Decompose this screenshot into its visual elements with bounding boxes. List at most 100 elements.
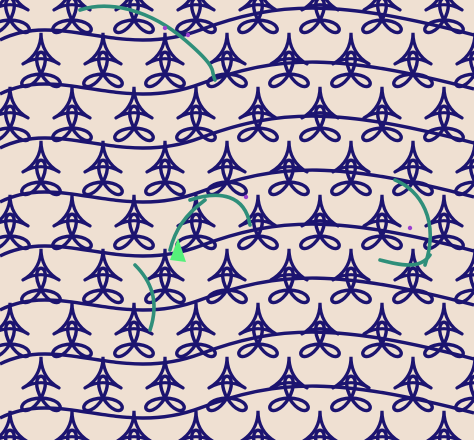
star-curve — [238, 302, 278, 336]
star-curve — [425, 410, 463, 440]
star-curve — [0, 86, 30, 120]
lobe-curve — [375, 212, 389, 238]
lobe-curve — [158, 50, 172, 76]
star-curve — [331, 356, 371, 390]
lobe-curve — [65, 428, 79, 440]
lobe-curve — [113, 18, 136, 35]
lobe-curve — [144, 396, 167, 413]
star-curve — [145, 248, 185, 282]
lobe-curve — [437, 428, 451, 440]
lobe-curve — [127, 104, 141, 130]
star-curve — [269, 140, 309, 174]
lobe-curve — [113, 234, 136, 251]
lobe-curve — [268, 288, 291, 305]
lobe-curve — [132, 18, 155, 35]
lobe-curve — [3, 212, 17, 238]
accent-strand — [78, 4, 217, 82]
accent-strand — [188, 193, 252, 227]
lobe-curve — [282, 158, 296, 184]
lobe-curve — [406, 50, 420, 76]
lobe-curve — [127, 428, 141, 440]
lobe-curve — [82, 180, 105, 197]
lobe-curve — [287, 180, 310, 197]
lobe-curve — [299, 342, 322, 359]
star-curve — [53, 410, 91, 440]
star-curve — [207, 356, 247, 390]
star-curve — [455, 356, 474, 390]
star-curve — [176, 86, 216, 120]
lobe-curve — [175, 18, 198, 35]
star-curve — [145, 32, 185, 66]
lobe-curve — [237, 18, 260, 35]
lobe-curve — [132, 126, 155, 143]
lobe-curve — [65, 212, 79, 238]
star-curve — [300, 0, 340, 12]
lobe-curve — [256, 18, 279, 35]
lobe-curve — [96, 266, 110, 292]
star-curve — [176, 0, 216, 12]
lobe-curve — [287, 72, 310, 89]
lobe-curve — [361, 342, 384, 359]
star-curve — [300, 194, 340, 228]
star-curve — [269, 356, 309, 390]
lobe-curve — [375, 428, 389, 440]
lobe-curve — [144, 180, 167, 197]
lobe-curve — [437, 320, 451, 346]
lobe-curve — [318, 126, 341, 143]
lobe-curve — [256, 234, 279, 251]
star-curve — [238, 0, 278, 12]
star-curve — [455, 248, 474, 282]
lobe-curve — [330, 288, 353, 305]
lobe-curve — [287, 288, 310, 305]
star-curve — [301, 410, 339, 440]
star-curve — [300, 302, 340, 336]
star-curve — [21, 140, 61, 174]
lobe-curve — [380, 234, 403, 251]
accent-strand — [393, 178, 432, 267]
lobe-curve — [189, 212, 203, 238]
lobe-curve — [349, 72, 372, 89]
lobe-curve — [101, 288, 124, 305]
star-curve — [21, 32, 61, 66]
lobe-curve — [158, 374, 172, 400]
lobe-curve — [468, 158, 474, 184]
lobe-curve — [313, 212, 327, 238]
star-curve — [83, 32, 123, 66]
lobe-curve — [34, 50, 48, 76]
lobe-curve — [194, 18, 217, 35]
lobe-curve — [268, 180, 291, 197]
lobe-curve — [220, 266, 234, 292]
lobe-curve — [437, 0, 451, 22]
lobe-curve — [206, 72, 229, 89]
accent-strand — [378, 253, 432, 267]
star-curve — [239, 410, 277, 440]
star-curve — [52, 86, 92, 120]
lobe-curve — [163, 396, 186, 413]
lobe-curve — [34, 266, 48, 292]
lobe-curve — [189, 428, 203, 440]
lobe-curve — [251, 428, 265, 440]
sweep-strand — [0, 6, 474, 42]
spark-dot — [185, 32, 191, 38]
lobe-curve — [3, 320, 17, 346]
lobe-curve — [34, 374, 48, 400]
spark-dot — [243, 194, 249, 200]
lobe-curve — [144, 288, 167, 305]
accent-layer — [78, 4, 432, 332]
lobe-curve — [101, 72, 124, 89]
lobe-curve — [313, 428, 327, 440]
star-curve — [331, 248, 371, 282]
lobe-curve — [132, 234, 155, 251]
lobe-curve — [468, 374, 474, 400]
lobe-curve — [313, 104, 327, 130]
star-curve — [363, 410, 401, 440]
lobe-curve — [163, 288, 186, 305]
highlight-shard — [170, 238, 186, 262]
lobe-curve — [194, 342, 217, 359]
accent-strand — [133, 263, 156, 332]
lobe-curve — [0, 126, 12, 141]
star-curve — [362, 0, 402, 12]
lobe-curve — [189, 104, 203, 130]
